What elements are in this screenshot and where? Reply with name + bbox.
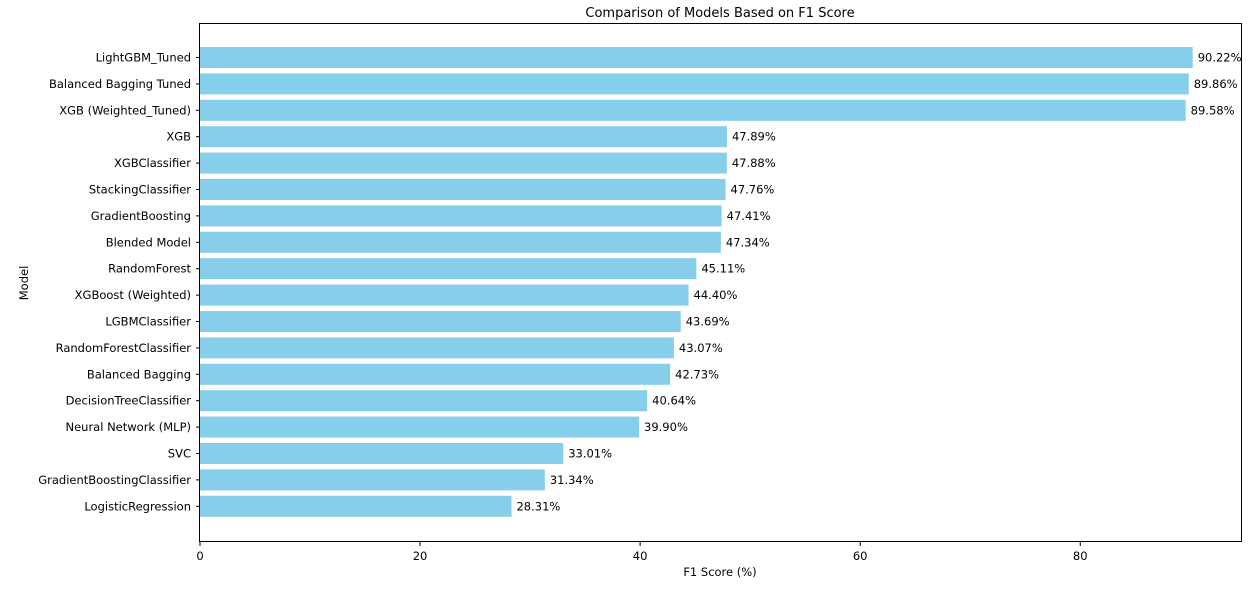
bar-value-label: 44.40%	[694, 288, 738, 302]
bar	[200, 363, 671, 385]
y-tick-label: DecisionTreeClassifier	[66, 394, 192, 408]
bar-value-label: 33.01%	[568, 447, 612, 461]
y-tick-label: XGBoost (Weighted)	[75, 288, 191, 302]
y-tick-label: Neural Network (MLP)	[65, 420, 191, 434]
bar-value-label: 89.86%	[1194, 77, 1238, 91]
y-tick-label: XGB (Weighted_Tuned)	[59, 103, 191, 117]
bar	[200, 152, 727, 174]
y-tick-label: RandomForest	[108, 262, 191, 276]
x-tick-label: 20	[413, 549, 428, 563]
y-tick-label: Balanced Bagging	[87, 367, 191, 381]
bar-value-label: 47.89%	[732, 130, 776, 144]
bar-value-label: 43.69%	[686, 315, 730, 329]
bar	[200, 231, 721, 253]
y-tick-label: StackingClassifier	[89, 183, 191, 197]
bar-value-label: 47.34%	[726, 235, 770, 249]
x-axis-label: F1 Score (%)	[683, 565, 756, 579]
chart-title: Comparison of Models Based on F1 Score	[585, 6, 854, 21]
bar-value-label: 47.76%	[731, 183, 775, 197]
y-tick-label: LGBMClassifier	[105, 315, 191, 329]
bar	[200, 99, 1186, 121]
bar	[200, 205, 722, 227]
bar	[200, 284, 689, 306]
bar	[200, 390, 648, 412]
value-labels-group: 90.22% 89.86% 89.58% 47.89% 47.88% 47.76% 47.4…	[516, 51, 1241, 514]
bar	[200, 258, 697, 280]
bar-value-label: 90.22%	[1198, 51, 1242, 65]
y-tick-label: RandomForestClassifier	[56, 341, 192, 355]
y-tick-label: LogisticRegression	[84, 499, 191, 513]
y-tick-label: XGBClassifier	[114, 156, 191, 170]
bar	[200, 337, 674, 359]
x-tick-label: 40	[633, 549, 648, 563]
bar	[200, 126, 727, 148]
bar	[200, 495, 512, 517]
y-tick-label: Balanced Bagging Tuned	[49, 77, 191, 91]
y-tick-label: GradientBoosting	[91, 209, 191, 223]
x-axis: 0 20 40 60 80	[196, 542, 1088, 563]
bar	[200, 443, 564, 464]
bar-value-label: 47.41%	[727, 209, 771, 223]
bar-value-label: 42.73%	[675, 367, 719, 381]
bar	[200, 179, 726, 200]
bar	[200, 47, 1193, 68]
bar	[200, 73, 1189, 95]
bar-value-label: 28.31%	[516, 499, 560, 513]
y-tick-label: GradientBoostingClassifier	[38, 473, 191, 487]
plot-frame	[199, 23, 1242, 542]
bar-value-label: 45.11%	[701, 262, 745, 276]
x-tick-label: 0	[196, 549, 203, 563]
bar	[200, 416, 640, 438]
bars-group	[200, 47, 1193, 517]
x-tick-label: 80	[1073, 549, 1088, 563]
x-tick-label: 60	[853, 549, 868, 563]
bar-value-label: 47.88%	[732, 156, 776, 170]
bar-value-label: 40.64%	[652, 394, 696, 408]
y-tick-label: LightGBM_Tuned	[96, 51, 191, 65]
bar	[200, 311, 681, 332]
bar-value-label: 31.34%	[550, 473, 594, 487]
bar-value-label: 39.90%	[644, 420, 688, 434]
y-axis-label: Model	[17, 266, 31, 301]
bar-value-label: 43.07%	[679, 341, 723, 355]
y-tick-label: XGB	[166, 130, 191, 144]
bar	[200, 469, 545, 491]
y-tick-label: Blended Model	[106, 235, 191, 249]
y-tick-label: SVC	[168, 447, 191, 461]
bar-value-label: 89.58%	[1191, 103, 1235, 117]
y-axis: LightGBM_Tuned Balanced Bagging Tuned XGB …	[38, 51, 200, 513]
